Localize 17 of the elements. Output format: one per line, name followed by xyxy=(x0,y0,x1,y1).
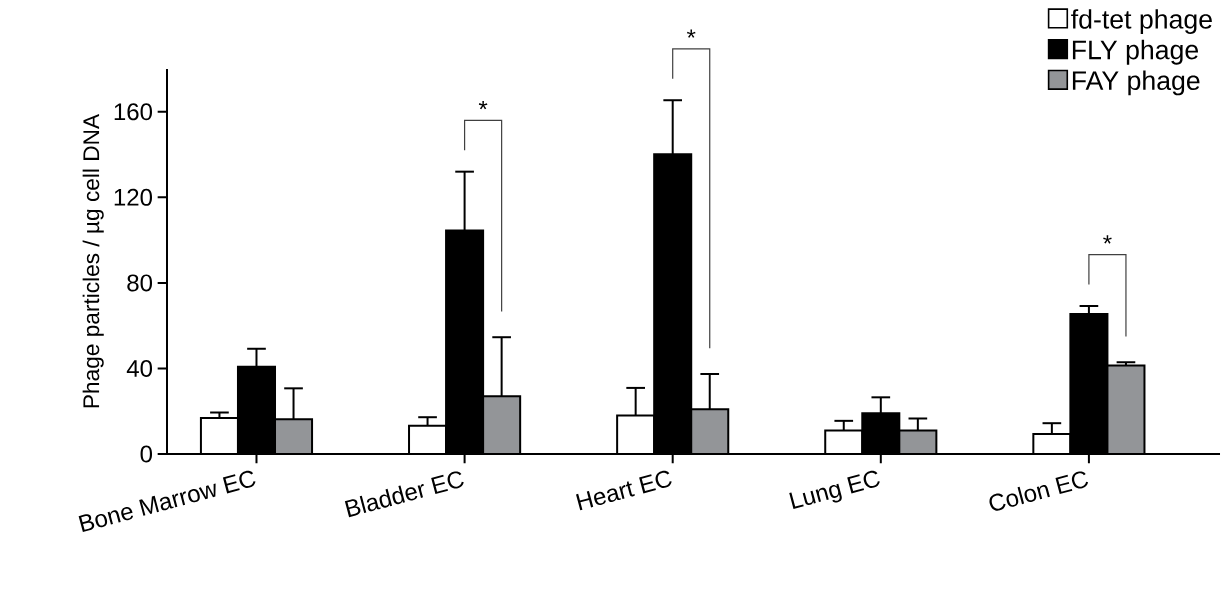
y-tick-label: 40 xyxy=(126,359,153,377)
y-tick-label: 160 xyxy=(114,103,153,121)
legend-label: FAY phage xyxy=(1072,70,1200,96)
legend-label: FLY phage xyxy=(1072,39,1199,65)
annotation: * xyxy=(478,100,488,110)
y-tick-label: 0 xyxy=(140,445,153,463)
x-tick-label: Heart EC xyxy=(576,470,672,511)
y-axis-title: Phage particles / µg cell DNA xyxy=(82,113,104,408)
y-tick-label: 120 xyxy=(114,188,153,206)
legend-label: fd-tet phage xyxy=(1071,9,1212,35)
x-tick-label: Lung EC xyxy=(789,470,880,509)
annotation: * xyxy=(1103,235,1112,244)
annotation: * xyxy=(686,29,696,38)
y-tick-label: 80 xyxy=(127,274,153,292)
x-tick-label: Bladder EC xyxy=(344,471,464,518)
x-tick-label: Colon EC xyxy=(989,471,1089,511)
x-tick-label: Bone Marrow EC xyxy=(78,470,256,533)
